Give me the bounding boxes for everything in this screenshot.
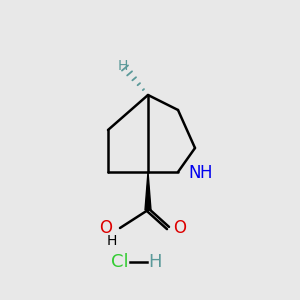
Text: H: H [118, 59, 128, 73]
Text: H: H [107, 234, 117, 248]
Text: Cl: Cl [111, 253, 129, 271]
Text: H: H [199, 164, 211, 182]
Text: H: H [148, 253, 162, 271]
Text: N: N [188, 164, 200, 182]
Text: O: O [99, 219, 112, 237]
Polygon shape [145, 172, 151, 210]
Text: O: O [173, 219, 186, 237]
